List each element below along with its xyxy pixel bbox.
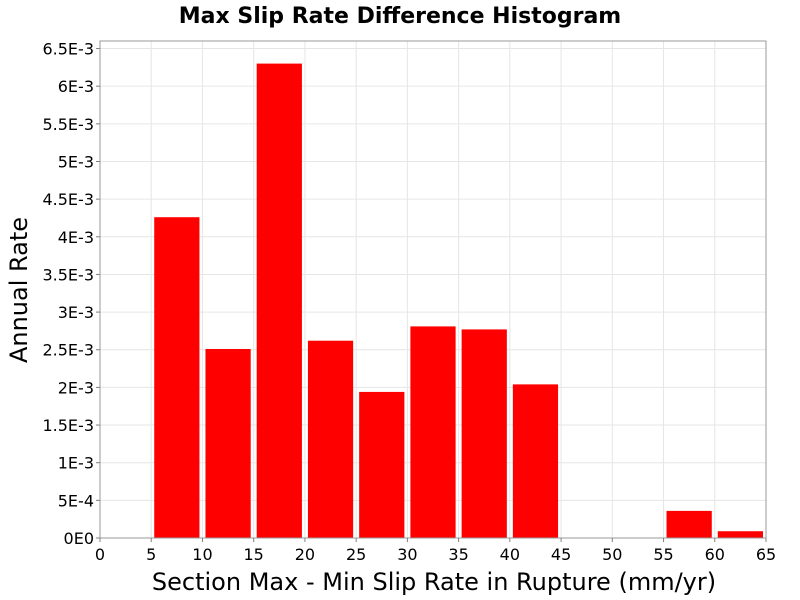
- y-tick-label: 0E0: [64, 529, 94, 548]
- y-tick-label: 5E-4: [58, 491, 94, 510]
- x-tick-label: 20: [295, 545, 315, 564]
- x-tick-label: 30: [397, 545, 417, 564]
- y-tick-label: 3.5E-3: [42, 265, 94, 284]
- x-tick-label: 55: [653, 545, 673, 564]
- x-tick-label: 5: [146, 545, 156, 564]
- y-axis-ticks: 0E0 5E-4 1E-3 1.5E-3 2E-3 2.5E-3 3E-3 3.5E-3 4E-…: [42, 40, 100, 548]
- y-tick-label: 1E-3: [58, 454, 94, 473]
- x-tick-label: 40: [500, 545, 520, 564]
- x-tick-label: 60: [705, 545, 725, 564]
- histogram-bar: [512, 384, 559, 538]
- x-tick-label: 65: [756, 545, 776, 564]
- x-axis-label: Section Max - Min Slip Rate in Rupture (…: [152, 568, 716, 596]
- histogram-bar: [717, 531, 763, 538]
- y-axis-label: Annual Rate: [5, 217, 33, 363]
- y-tick-label: 3E-3: [58, 303, 94, 322]
- y-tick-label: 5E-3: [58, 152, 94, 171]
- y-tick-label: 4.5E-3: [42, 190, 94, 209]
- histogram-bar: [461, 329, 507, 538]
- plot-frame: [99, 40, 767, 539]
- x-tick-label: 10: [192, 545, 212, 564]
- y-tick-label: 6.5E-3: [42, 40, 94, 59]
- y-tick-label: 1.5E-3: [42, 416, 94, 435]
- x-tick-label: 50: [602, 545, 622, 564]
- histogram-bar: [307, 340, 354, 538]
- histogram-bar: [256, 63, 302, 538]
- histogram-bar: [205, 348, 251, 538]
- y-tick-label: 2E-3: [58, 378, 94, 397]
- x-tick-label: 45: [551, 545, 571, 564]
- x-tick-label: 15: [244, 545, 264, 564]
- x-tick-label: 35: [448, 545, 468, 564]
- x-axis-ticks: 0 5 10 15 20 25 30 35 40 45 50 55 60 65: [95, 538, 776, 564]
- histogram-bar: [154, 217, 200, 538]
- y-tick-label: 4E-3: [58, 228, 94, 247]
- x-tick-label: 0: [95, 545, 105, 564]
- chart-title: Max Slip Rate Difference Histogram: [179, 4, 621, 29]
- histogram-bar: [359, 391, 405, 538]
- x-tick-label: 25: [346, 545, 366, 564]
- y-tick-label: 2.5E-3: [42, 341, 94, 360]
- histogram-bar: [410, 326, 456, 538]
- y-tick-label: 6E-3: [58, 77, 94, 96]
- histogram-bar: [666, 510, 712, 538]
- y-tick-label: 5.5E-3: [42, 115, 94, 134]
- bar-layer: [154, 63, 763, 538]
